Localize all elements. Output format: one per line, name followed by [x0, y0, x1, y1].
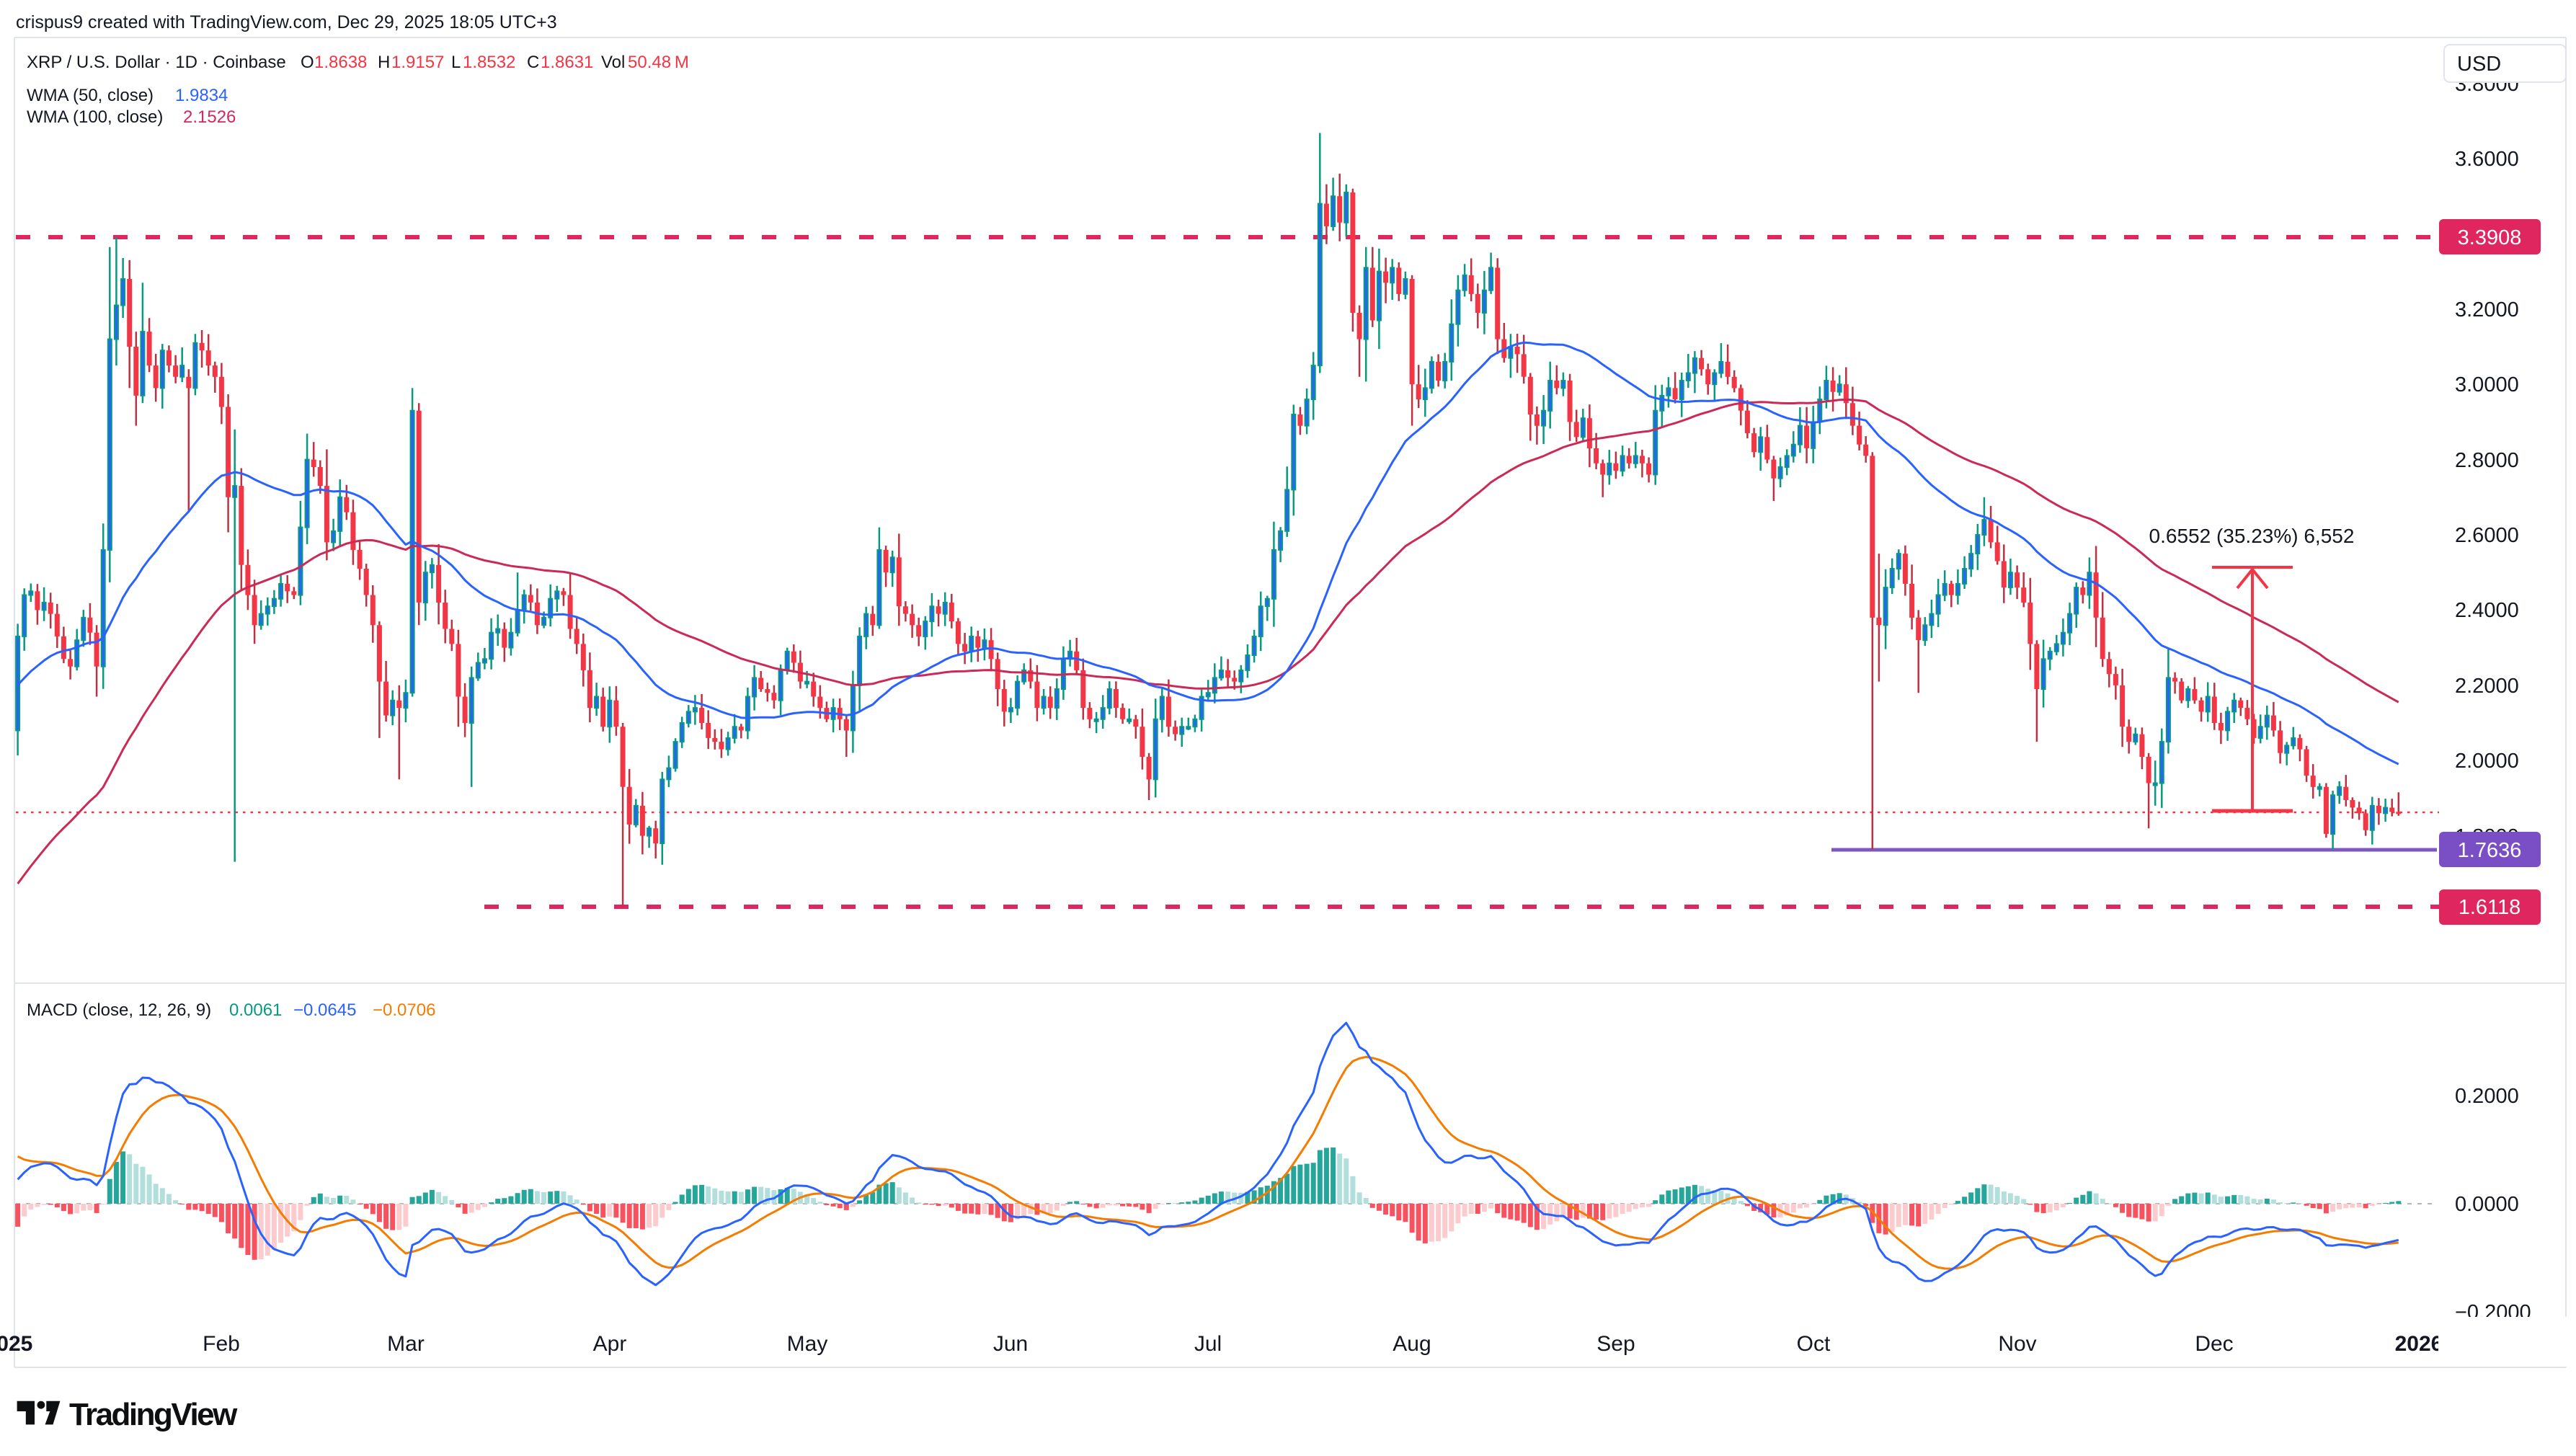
svg-text:3.2000: 3.2000 — [2455, 298, 2519, 321]
svg-text:−0.0706: −0.0706 — [373, 1000, 435, 1020]
svg-text:1.9157: 1.9157 — [391, 53, 444, 72]
svg-text:2.4000: 2.4000 — [2455, 599, 2519, 622]
svg-text:0.6552 (35.23%) 6,552: 0.6552 (35.23%) 6,552 — [2149, 525, 2355, 547]
svg-text:1.6118: 1.6118 — [2459, 896, 2521, 919]
svg-text:1.8532: 1.8532 — [463, 53, 515, 72]
svg-text:3.3908: 3.3908 — [2458, 226, 2522, 249]
svg-text:WMA (100, close): WMA (100, close) — [27, 107, 163, 127]
svg-text:L: L — [451, 53, 461, 72]
svg-text:MACD (close, 12, 26, 9): MACD (close, 12, 26, 9) — [27, 1000, 211, 1020]
svg-text:Feb: Feb — [203, 1332, 240, 1356]
svg-text:2.0000: 2.0000 — [2455, 750, 2519, 773]
svg-text:May: May — [787, 1332, 828, 1356]
svg-text:50.48 M: 50.48 M — [628, 53, 689, 72]
svg-text:Jun: Jun — [993, 1332, 1028, 1356]
svg-text:USD: USD — [2457, 53, 2501, 76]
svg-text:3.0000: 3.0000 — [2455, 373, 2519, 396]
svg-text:Oct: Oct — [1797, 1332, 1831, 1356]
svg-text:O: O — [301, 53, 314, 72]
svg-text:2.1526: 2.1526 — [183, 107, 236, 127]
svg-text:1.8631: 1.8631 — [541, 53, 593, 72]
svg-text:3.6000: 3.6000 — [2455, 148, 2519, 171]
svg-text:2.6000: 2.6000 — [2455, 524, 2519, 547]
svg-text:WMA (50, close): WMA (50, close) — [27, 86, 154, 105]
svg-text:Aug: Aug — [1393, 1332, 1431, 1356]
svg-text:crispus9 created with TradingV: crispus9 created with TradingView.com, D… — [16, 12, 557, 32]
svg-text:Mar: Mar — [387, 1332, 425, 1356]
svg-text:0.2000: 0.2000 — [2455, 1085, 2519, 1108]
svg-text:Nov: Nov — [1998, 1332, 2036, 1356]
svg-text:2.2000: 2.2000 — [2455, 675, 2519, 698]
svg-text:2025: 2025 — [0, 1332, 32, 1356]
svg-text:Vol: Vol — [601, 53, 625, 72]
svg-text:1.7636: 1.7636 — [2458, 839, 2522, 862]
svg-text:1.9834: 1.9834 — [175, 86, 228, 105]
svg-text:1.8638: 1.8638 — [314, 53, 367, 72]
svg-text:Dec: Dec — [2195, 1332, 2233, 1356]
svg-text:0.0061: 0.0061 — [229, 1000, 282, 1020]
svg-text:C: C — [527, 53, 539, 72]
svg-text:−0.0645: −0.0645 — [293, 1000, 356, 1020]
svg-text:2026: 2026 — [2395, 1332, 2443, 1356]
svg-text:2.8000: 2.8000 — [2455, 449, 2519, 472]
svg-text:TradingView: TradingView — [69, 1397, 238, 1432]
svg-text:XRP / U.S. Dollar · 1D · Coinb: XRP / U.S. Dollar · 1D · Coinbase — [27, 53, 286, 72]
svg-text:0.0000: 0.0000 — [2455, 1193, 2519, 1216]
svg-text:Sep: Sep — [1596, 1332, 1635, 1356]
svg-text:Apr: Apr — [593, 1332, 627, 1356]
svg-text:Jul: Jul — [1194, 1332, 1222, 1356]
svg-text:H: H — [378, 53, 390, 72]
